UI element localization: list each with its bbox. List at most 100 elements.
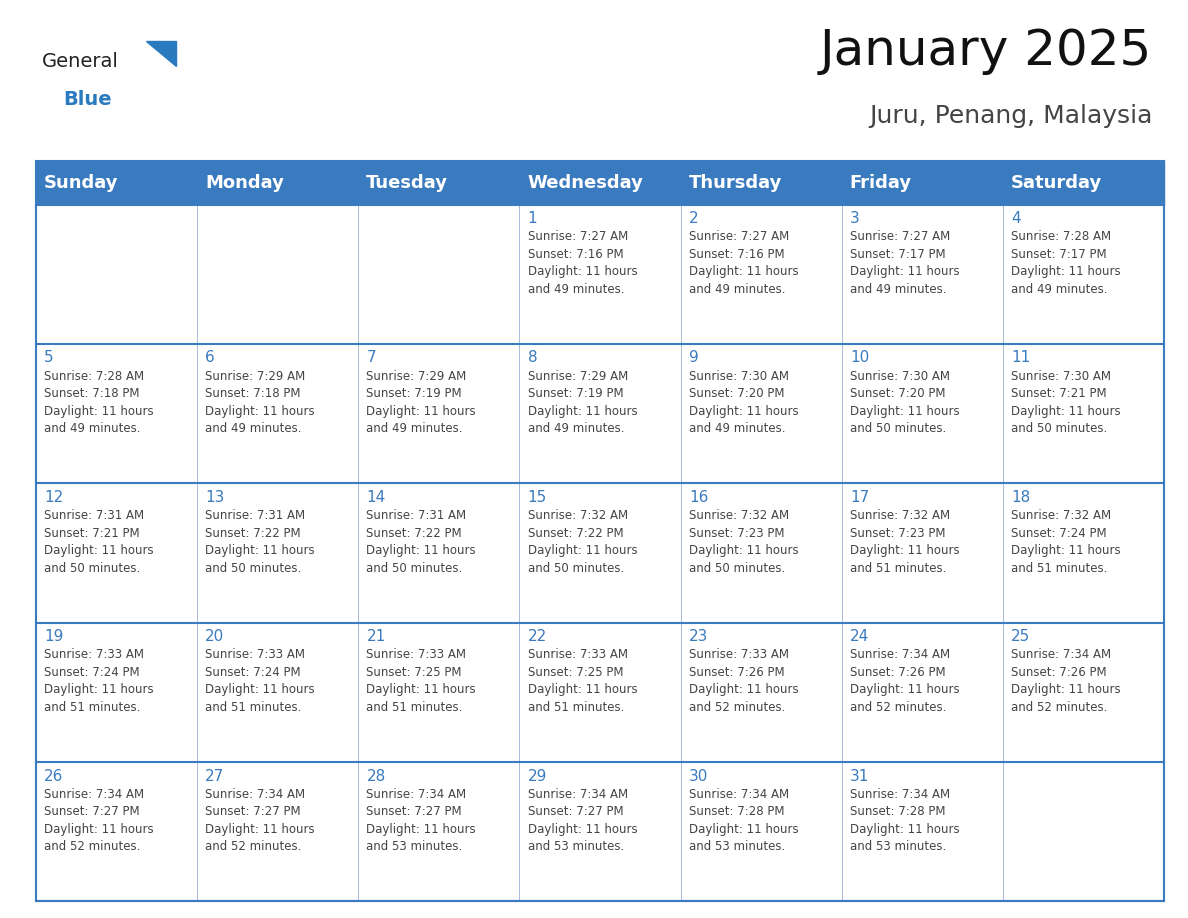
FancyBboxPatch shape — [358, 484, 519, 622]
FancyBboxPatch shape — [358, 622, 519, 762]
FancyBboxPatch shape — [1003, 484, 1164, 622]
Text: General: General — [42, 51, 119, 71]
FancyBboxPatch shape — [519, 484, 681, 622]
Text: Sunrise: 7:32 AM
Sunset: 7:23 PM
Daylight: 11 hours
and 51 minutes.: Sunrise: 7:32 AM Sunset: 7:23 PM Dayligh… — [851, 509, 960, 575]
Text: Sunday: Sunday — [44, 174, 118, 192]
Text: Sunrise: 7:28 AM
Sunset: 7:18 PM
Daylight: 11 hours
and 49 minutes.: Sunrise: 7:28 AM Sunset: 7:18 PM Dayligh… — [44, 370, 153, 435]
Text: Thursday: Thursday — [689, 174, 782, 192]
Text: 8: 8 — [527, 351, 537, 365]
Polygon shape — [146, 40, 176, 66]
Text: Monday: Monday — [204, 174, 284, 192]
FancyBboxPatch shape — [842, 344, 1003, 484]
Text: 20: 20 — [206, 629, 225, 644]
Text: 10: 10 — [851, 351, 870, 365]
Text: 17: 17 — [851, 490, 870, 505]
FancyBboxPatch shape — [1003, 622, 1164, 762]
FancyBboxPatch shape — [519, 344, 681, 484]
Text: Sunrise: 7:30 AM
Sunset: 7:21 PM
Daylight: 11 hours
and 50 minutes.: Sunrise: 7:30 AM Sunset: 7:21 PM Dayligh… — [1011, 370, 1121, 435]
Text: Sunrise: 7:34 AM
Sunset: 7:26 PM
Daylight: 11 hours
and 52 minutes.: Sunrise: 7:34 AM Sunset: 7:26 PM Dayligh… — [851, 648, 960, 714]
Text: 12: 12 — [44, 490, 63, 505]
Text: 16: 16 — [689, 490, 708, 505]
Text: Sunrise: 7:34 AM
Sunset: 7:27 PM
Daylight: 11 hours
and 53 minutes.: Sunrise: 7:34 AM Sunset: 7:27 PM Dayligh… — [527, 788, 637, 854]
Text: Sunrise: 7:34 AM
Sunset: 7:28 PM
Daylight: 11 hours
and 53 minutes.: Sunrise: 7:34 AM Sunset: 7:28 PM Dayligh… — [689, 788, 798, 854]
FancyBboxPatch shape — [197, 344, 358, 484]
Text: Sunrise: 7:34 AM
Sunset: 7:27 PM
Daylight: 11 hours
and 53 minutes.: Sunrise: 7:34 AM Sunset: 7:27 PM Dayligh… — [366, 788, 476, 854]
Text: Sunrise: 7:33 AM
Sunset: 7:26 PM
Daylight: 11 hours
and 52 minutes.: Sunrise: 7:33 AM Sunset: 7:26 PM Dayligh… — [689, 648, 798, 714]
Text: Sunrise: 7:33 AM
Sunset: 7:25 PM
Daylight: 11 hours
and 51 minutes.: Sunrise: 7:33 AM Sunset: 7:25 PM Dayligh… — [366, 648, 476, 714]
FancyBboxPatch shape — [197, 622, 358, 762]
Text: 25: 25 — [1011, 629, 1030, 644]
FancyBboxPatch shape — [36, 161, 197, 205]
Text: Sunrise: 7:27 AM
Sunset: 7:17 PM
Daylight: 11 hours
and 49 minutes.: Sunrise: 7:27 AM Sunset: 7:17 PM Dayligh… — [851, 230, 960, 296]
Text: 28: 28 — [366, 768, 386, 784]
FancyBboxPatch shape — [681, 484, 842, 622]
Text: 29: 29 — [527, 768, 546, 784]
FancyBboxPatch shape — [358, 161, 519, 205]
Text: 1: 1 — [527, 211, 537, 226]
FancyBboxPatch shape — [197, 762, 358, 901]
Text: 21: 21 — [366, 629, 386, 644]
FancyBboxPatch shape — [197, 205, 358, 344]
Text: 3: 3 — [851, 211, 860, 226]
Text: 31: 31 — [851, 768, 870, 784]
FancyBboxPatch shape — [1003, 344, 1164, 484]
Text: Saturday: Saturday — [1011, 174, 1102, 192]
Text: Sunrise: 7:34 AM
Sunset: 7:26 PM
Daylight: 11 hours
and 52 minutes.: Sunrise: 7:34 AM Sunset: 7:26 PM Dayligh… — [1011, 648, 1121, 714]
Text: 23: 23 — [689, 629, 708, 644]
FancyBboxPatch shape — [519, 622, 681, 762]
Text: 18: 18 — [1011, 490, 1030, 505]
Text: 13: 13 — [206, 490, 225, 505]
FancyBboxPatch shape — [842, 622, 1003, 762]
Text: 7: 7 — [366, 351, 377, 365]
FancyBboxPatch shape — [358, 344, 519, 484]
FancyBboxPatch shape — [197, 484, 358, 622]
Text: Sunrise: 7:33 AM
Sunset: 7:25 PM
Daylight: 11 hours
and 51 minutes.: Sunrise: 7:33 AM Sunset: 7:25 PM Dayligh… — [527, 648, 637, 714]
FancyBboxPatch shape — [358, 205, 519, 344]
Text: 9: 9 — [689, 351, 699, 365]
Text: 2: 2 — [689, 211, 699, 226]
Text: Blue: Blue — [63, 90, 112, 109]
FancyBboxPatch shape — [197, 161, 358, 205]
Text: 14: 14 — [366, 490, 386, 505]
Text: Sunrise: 7:34 AM
Sunset: 7:28 PM
Daylight: 11 hours
and 53 minutes.: Sunrise: 7:34 AM Sunset: 7:28 PM Dayligh… — [851, 788, 960, 854]
FancyBboxPatch shape — [842, 205, 1003, 344]
FancyBboxPatch shape — [681, 762, 842, 901]
Text: Sunrise: 7:27 AM
Sunset: 7:16 PM
Daylight: 11 hours
and 49 minutes.: Sunrise: 7:27 AM Sunset: 7:16 PM Dayligh… — [689, 230, 798, 296]
Text: 6: 6 — [206, 351, 215, 365]
Text: Sunrise: 7:29 AM
Sunset: 7:19 PM
Daylight: 11 hours
and 49 minutes.: Sunrise: 7:29 AM Sunset: 7:19 PM Dayligh… — [366, 370, 476, 435]
FancyBboxPatch shape — [36, 205, 197, 344]
Text: 27: 27 — [206, 768, 225, 784]
Text: Sunrise: 7:30 AM
Sunset: 7:20 PM
Daylight: 11 hours
and 49 minutes.: Sunrise: 7:30 AM Sunset: 7:20 PM Dayligh… — [689, 370, 798, 435]
Text: 30: 30 — [689, 768, 708, 784]
FancyBboxPatch shape — [36, 484, 197, 622]
Text: Juru, Penang, Malaysia: Juru, Penang, Malaysia — [868, 104, 1152, 128]
FancyBboxPatch shape — [36, 762, 197, 901]
Text: Sunrise: 7:32 AM
Sunset: 7:24 PM
Daylight: 11 hours
and 51 minutes.: Sunrise: 7:32 AM Sunset: 7:24 PM Dayligh… — [1011, 509, 1121, 575]
FancyBboxPatch shape — [358, 762, 519, 901]
FancyBboxPatch shape — [842, 484, 1003, 622]
Text: Sunrise: 7:31 AM
Sunset: 7:22 PM
Daylight: 11 hours
and 50 minutes.: Sunrise: 7:31 AM Sunset: 7:22 PM Dayligh… — [366, 509, 476, 575]
Text: Wednesday: Wednesday — [527, 174, 643, 192]
Text: Sunrise: 7:31 AM
Sunset: 7:22 PM
Daylight: 11 hours
and 50 minutes.: Sunrise: 7:31 AM Sunset: 7:22 PM Dayligh… — [206, 509, 315, 575]
FancyBboxPatch shape — [842, 762, 1003, 901]
Text: Sunrise: 7:33 AM
Sunset: 7:24 PM
Daylight: 11 hours
and 51 minutes.: Sunrise: 7:33 AM Sunset: 7:24 PM Dayligh… — [206, 648, 315, 714]
Text: Sunrise: 7:28 AM
Sunset: 7:17 PM
Daylight: 11 hours
and 49 minutes.: Sunrise: 7:28 AM Sunset: 7:17 PM Dayligh… — [1011, 230, 1121, 296]
FancyBboxPatch shape — [681, 622, 842, 762]
Text: 4: 4 — [1011, 211, 1020, 226]
FancyBboxPatch shape — [1003, 205, 1164, 344]
Text: Sunrise: 7:32 AM
Sunset: 7:22 PM
Daylight: 11 hours
and 50 minutes.: Sunrise: 7:32 AM Sunset: 7:22 PM Dayligh… — [527, 509, 637, 575]
FancyBboxPatch shape — [519, 161, 681, 205]
Text: Sunrise: 7:31 AM
Sunset: 7:21 PM
Daylight: 11 hours
and 50 minutes.: Sunrise: 7:31 AM Sunset: 7:21 PM Dayligh… — [44, 509, 153, 575]
Text: Sunrise: 7:34 AM
Sunset: 7:27 PM
Daylight: 11 hours
and 52 minutes.: Sunrise: 7:34 AM Sunset: 7:27 PM Dayligh… — [44, 788, 153, 854]
Text: 19: 19 — [44, 629, 63, 644]
Text: Friday: Friday — [849, 174, 912, 192]
Text: Sunrise: 7:34 AM
Sunset: 7:27 PM
Daylight: 11 hours
and 52 minutes.: Sunrise: 7:34 AM Sunset: 7:27 PM Dayligh… — [206, 788, 315, 854]
FancyBboxPatch shape — [681, 344, 842, 484]
Text: 5: 5 — [44, 351, 53, 365]
Text: Sunrise: 7:29 AM
Sunset: 7:19 PM
Daylight: 11 hours
and 49 minutes.: Sunrise: 7:29 AM Sunset: 7:19 PM Dayligh… — [527, 370, 637, 435]
Text: Tuesday: Tuesday — [366, 174, 448, 192]
Text: 26: 26 — [44, 768, 63, 784]
Text: Sunrise: 7:30 AM
Sunset: 7:20 PM
Daylight: 11 hours
and 50 minutes.: Sunrise: 7:30 AM Sunset: 7:20 PM Dayligh… — [851, 370, 960, 435]
FancyBboxPatch shape — [519, 205, 681, 344]
Text: January 2025: January 2025 — [820, 28, 1152, 75]
